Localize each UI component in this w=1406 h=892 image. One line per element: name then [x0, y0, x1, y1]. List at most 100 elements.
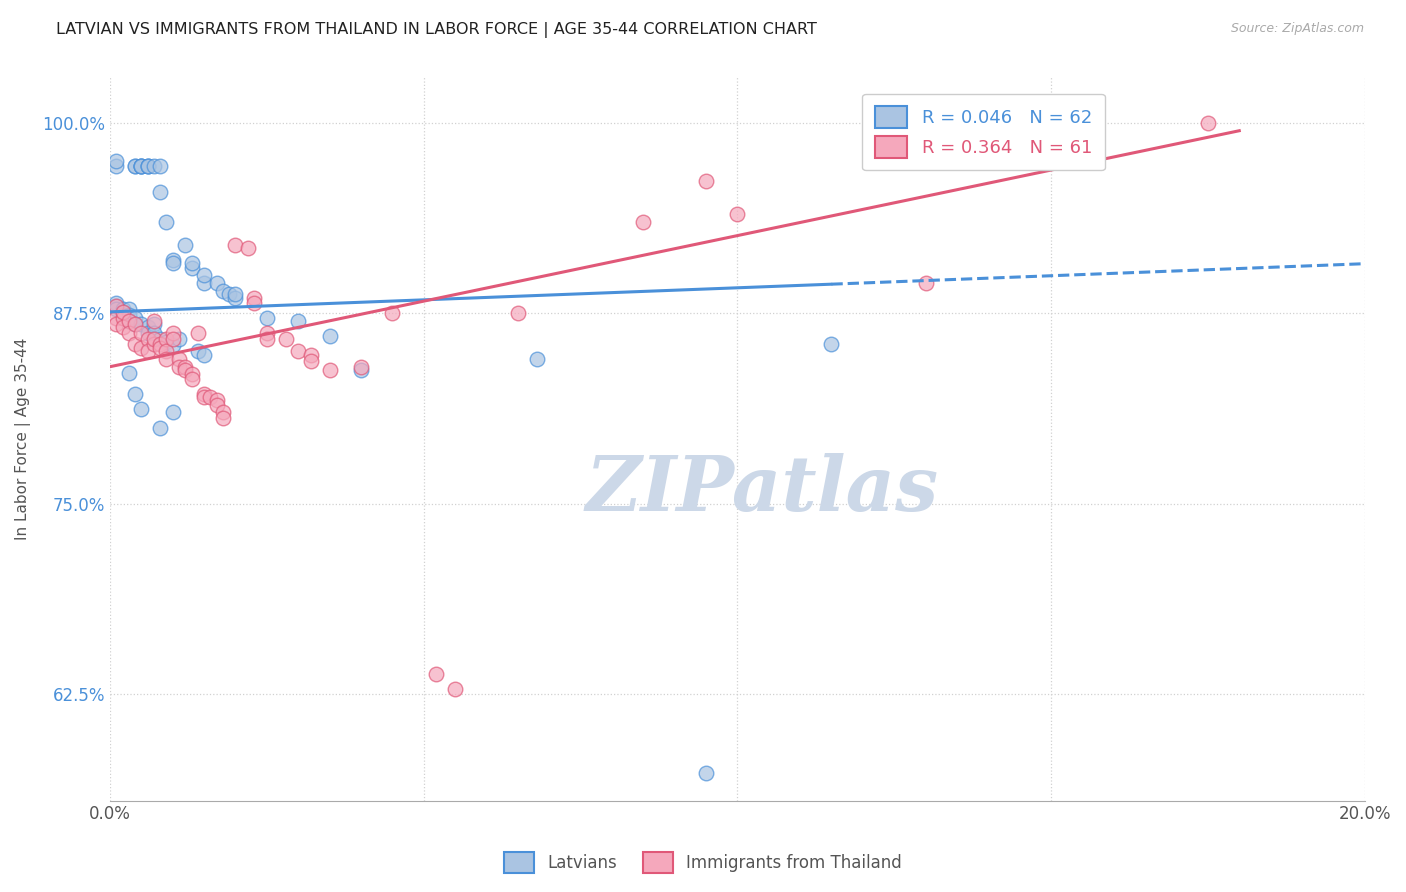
Point	[118, 301, 141, 316]
Point	[105, 299, 128, 313]
Point	[162, 256, 184, 270]
Point	[111, 301, 134, 316]
Point	[142, 159, 165, 173]
Point	[105, 301, 128, 316]
Point	[124, 317, 146, 331]
Point	[243, 291, 266, 305]
Point	[162, 332, 184, 346]
Point	[162, 253, 184, 268]
Point	[287, 344, 309, 359]
Point	[187, 344, 209, 359]
Point	[111, 320, 134, 334]
Point	[149, 337, 172, 351]
Point	[299, 353, 322, 368]
Point	[136, 159, 159, 173]
Point	[155, 352, 177, 367]
Point	[820, 337, 842, 351]
Point	[142, 326, 165, 341]
Point	[193, 390, 215, 404]
Point	[131, 402, 153, 417]
Y-axis label: In Labor Force | Age 35-44: In Labor Force | Age 35-44	[15, 338, 31, 541]
Point	[118, 308, 141, 322]
Point	[149, 332, 172, 346]
Point	[155, 344, 177, 359]
Point	[1197, 116, 1219, 130]
Point	[243, 295, 266, 310]
Point	[633, 215, 655, 229]
Point	[287, 314, 309, 328]
Point	[174, 359, 197, 374]
Point	[193, 276, 215, 290]
Point	[350, 359, 373, 374]
Point	[256, 310, 278, 325]
Point	[200, 390, 222, 404]
Point	[256, 326, 278, 341]
Point	[318, 363, 340, 377]
Point	[142, 317, 165, 331]
Point	[124, 317, 146, 331]
Point	[105, 295, 128, 310]
Point	[236, 241, 259, 255]
Point	[224, 286, 246, 301]
Point	[224, 238, 246, 252]
Point	[155, 215, 177, 229]
Point	[131, 159, 153, 173]
Point	[381, 306, 404, 320]
Point	[136, 159, 159, 173]
Point	[131, 159, 153, 173]
Point	[136, 159, 159, 173]
Point	[136, 326, 159, 341]
Point	[162, 338, 184, 352]
Point	[256, 332, 278, 346]
Point	[725, 207, 748, 221]
Point	[149, 159, 172, 173]
Point	[136, 320, 159, 334]
Point	[131, 159, 153, 173]
Point	[167, 332, 190, 346]
Point	[131, 326, 153, 341]
Point	[526, 352, 548, 367]
Point	[124, 159, 146, 173]
Legend: Latvians, Immigrants from Thailand: Latvians, Immigrants from Thailand	[498, 846, 908, 880]
Point	[914, 276, 936, 290]
Point	[131, 159, 153, 173]
Point	[149, 342, 172, 356]
Point	[274, 332, 297, 346]
Point	[105, 299, 128, 313]
Point	[118, 314, 141, 328]
Point	[193, 387, 215, 401]
Point	[124, 387, 146, 401]
Point	[124, 159, 146, 173]
Point	[299, 347, 322, 361]
Point	[174, 238, 197, 252]
Point	[218, 286, 240, 301]
Point	[425, 667, 447, 681]
Point	[142, 332, 165, 346]
Point	[205, 393, 228, 408]
Text: LATVIAN VS IMMIGRANTS FROM THAILAND IN LABOR FORCE | AGE 35-44 CORRELATION CHART: LATVIAN VS IMMIGRANTS FROM THAILAND IN L…	[56, 22, 817, 38]
Point	[105, 310, 128, 325]
Point	[124, 337, 146, 351]
Point	[444, 682, 467, 697]
Point	[118, 366, 141, 380]
Text: ZIPatlas: ZIPatlas	[586, 452, 939, 526]
Point	[155, 335, 177, 350]
Point	[118, 326, 141, 341]
Point	[142, 314, 165, 328]
Point	[149, 185, 172, 199]
Point	[318, 329, 340, 343]
Point	[167, 352, 190, 367]
Point	[111, 308, 134, 322]
Point	[205, 398, 228, 412]
Point	[111, 305, 134, 319]
Point	[187, 326, 209, 341]
Point	[111, 305, 134, 319]
Point	[205, 276, 228, 290]
Point	[118, 314, 141, 328]
Point	[180, 372, 202, 386]
Point	[193, 268, 215, 283]
Point	[212, 284, 235, 298]
Legend: R = 0.046   N = 62, R = 0.364   N = 61: R = 0.046 N = 62, R = 0.364 N = 61	[862, 94, 1105, 170]
Point	[180, 260, 202, 275]
Text: Source: ZipAtlas.com: Source: ZipAtlas.com	[1230, 22, 1364, 36]
